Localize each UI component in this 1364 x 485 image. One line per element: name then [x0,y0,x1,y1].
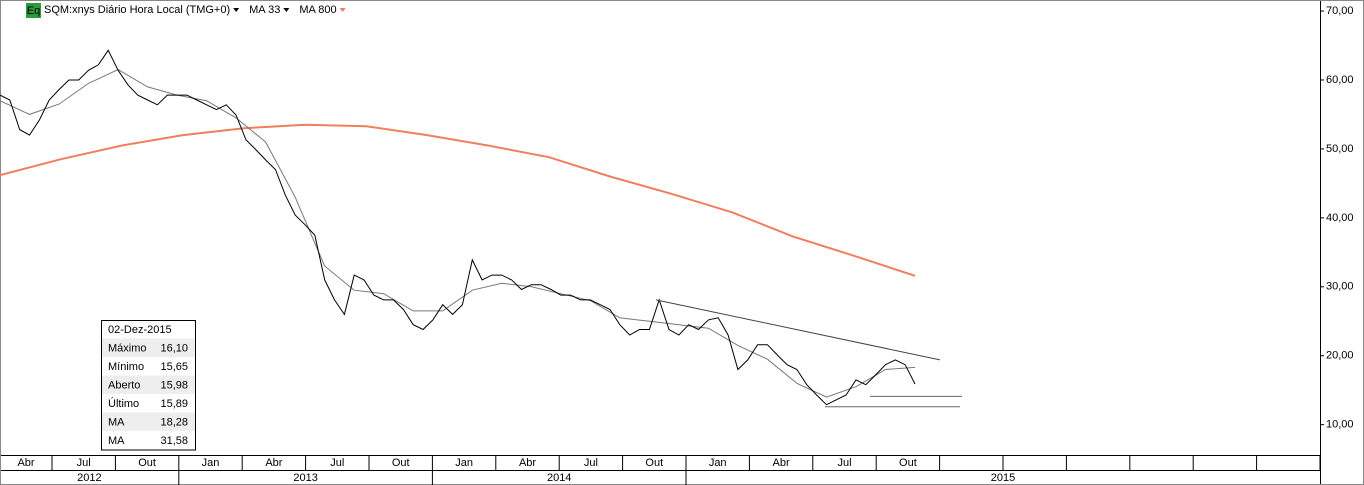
y-tick-label: 70,00 [1326,5,1354,17]
y-tick-label: 10,00 [1326,419,1354,431]
x-tick-label: Jul [330,457,344,469]
y-tick-label: 20,00 [1326,350,1354,362]
x-tick-label: Out [645,457,663,469]
x-tick-label: Out [899,457,917,469]
x-tick-label: Jul [584,457,598,469]
x-tick-label: Jan [455,457,473,469]
year-label: 2013 [293,472,317,484]
y-tick-label: 40,00 [1326,212,1354,224]
y-tick-label: 50,00 [1326,143,1354,155]
series-line [0,49,916,406]
info-label: Mínimo [108,361,144,373]
x-tick-label: Jul [77,457,91,469]
badge [26,3,41,18]
info-label: MA [108,417,125,429]
x-tick-label: Abr [773,457,790,469]
x-tick-label: Abr [17,457,34,469]
info-label: Máximo [108,343,147,355]
info-value: 31,58 [160,435,188,447]
info-date: 02-Dez-2015 [108,324,172,336]
x-tick-label: Jul [837,457,851,469]
x-tick-label: Abr [519,457,536,469]
series-line [0,123,916,277]
info-value: 15,98 [160,380,188,392]
year-label: 2015 [991,472,1015,484]
x-tick-label: Out [138,457,156,469]
x-tick-label: Out [392,457,410,469]
info-label: Aberto [108,380,140,392]
info-box: 02-Dez-2015 Máximo 16,10 Mínimo 15,65 Aberto 1… [101,320,196,451]
x-tick-label: Jan [202,457,220,469]
x-tick-label: Jan [709,457,727,469]
x-tick-label: Abr [265,457,282,469]
legend-entry[interactable]: MA 800 [299,4,336,16]
info-row-bg [102,338,195,357]
info-value: 18,28 [160,417,188,429]
badge-label: Eq [27,5,40,17]
year-label: 2014 [547,472,571,484]
year-label: 2012 [77,472,101,484]
series-line [0,69,916,398]
info-row-bg [102,412,195,431]
legend-entry[interactable]: SQM:xnys Diário Hora Local (TMG+0) [44,4,230,16]
info-value: 15,89 [160,398,188,410]
trendline [655,299,941,361]
legend-dropdown[interactable] [283,8,290,12]
info-value: 16,10 [160,343,188,355]
y-tick-label: 30,00 [1326,281,1354,293]
legend-dropdown[interactable] [233,8,240,12]
info-label: Último [108,397,139,410]
legend-dropdown[interactable] [339,8,346,12]
y-tick-label: 60,00 [1326,74,1354,86]
info-value: 15,65 [160,361,188,373]
info-row-bg [102,375,195,394]
info-label: MA [108,435,125,447]
legend-entry[interactable]: MA 33 [249,4,280,16]
